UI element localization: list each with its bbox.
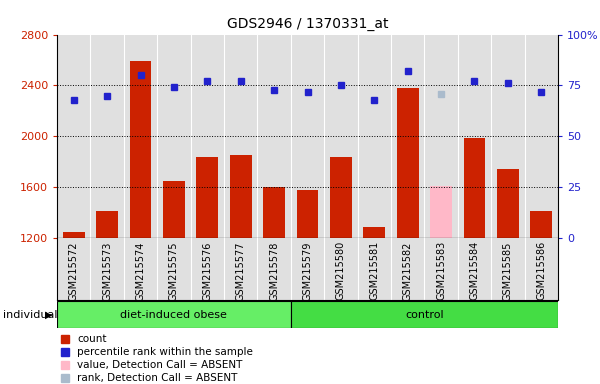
Bar [196, 157, 218, 238]
Text: ▶: ▶ [45, 310, 53, 320]
Text: percentile rank within the sample: percentile rank within the sample [77, 347, 253, 357]
Text: GSM215579: GSM215579 [302, 241, 313, 301]
Bar [263, 187, 285, 238]
Bar [96, 211, 118, 238]
Bar [530, 211, 552, 238]
Text: count: count [77, 334, 107, 344]
Bar [464, 137, 485, 238]
Text: GSM215583: GSM215583 [436, 241, 446, 300]
Text: GSM215575: GSM215575 [169, 241, 179, 301]
Text: control: control [405, 310, 444, 320]
Text: diet-induced obese: diet-induced obese [121, 310, 227, 320]
Bar [430, 186, 452, 238]
Title: GDS2946 / 1370331_at: GDS2946 / 1370331_at [227, 17, 388, 31]
Text: GSM215582: GSM215582 [403, 241, 413, 301]
Text: GSM215580: GSM215580 [336, 241, 346, 300]
Bar [330, 157, 352, 238]
Text: value, Detection Call = ABSENT: value, Detection Call = ABSENT [77, 359, 242, 369]
Bar [296, 190, 319, 238]
Text: individual: individual [3, 310, 58, 320]
Text: rank, Detection Call = ABSENT: rank, Detection Call = ABSENT [77, 372, 238, 382]
Text: GSM215586: GSM215586 [536, 241, 546, 300]
Text: GSM215578: GSM215578 [269, 241, 279, 301]
Bar [397, 88, 419, 238]
Text: GSM215576: GSM215576 [202, 241, 212, 301]
Text: GSM215572: GSM215572 [69, 241, 79, 301]
Bar [291, 301, 558, 328]
Bar [57, 301, 291, 328]
Text: GSM215574: GSM215574 [136, 241, 146, 301]
Bar [364, 227, 385, 238]
Text: GSM215585: GSM215585 [503, 241, 513, 301]
Bar [63, 232, 85, 238]
Bar [163, 181, 185, 238]
Bar [130, 61, 151, 238]
Text: GSM215577: GSM215577 [236, 241, 246, 301]
Bar [230, 156, 251, 238]
Text: GSM215584: GSM215584 [469, 241, 479, 300]
Bar [497, 169, 519, 238]
Text: GSM215581: GSM215581 [369, 241, 379, 300]
Text: GSM215573: GSM215573 [102, 241, 112, 301]
